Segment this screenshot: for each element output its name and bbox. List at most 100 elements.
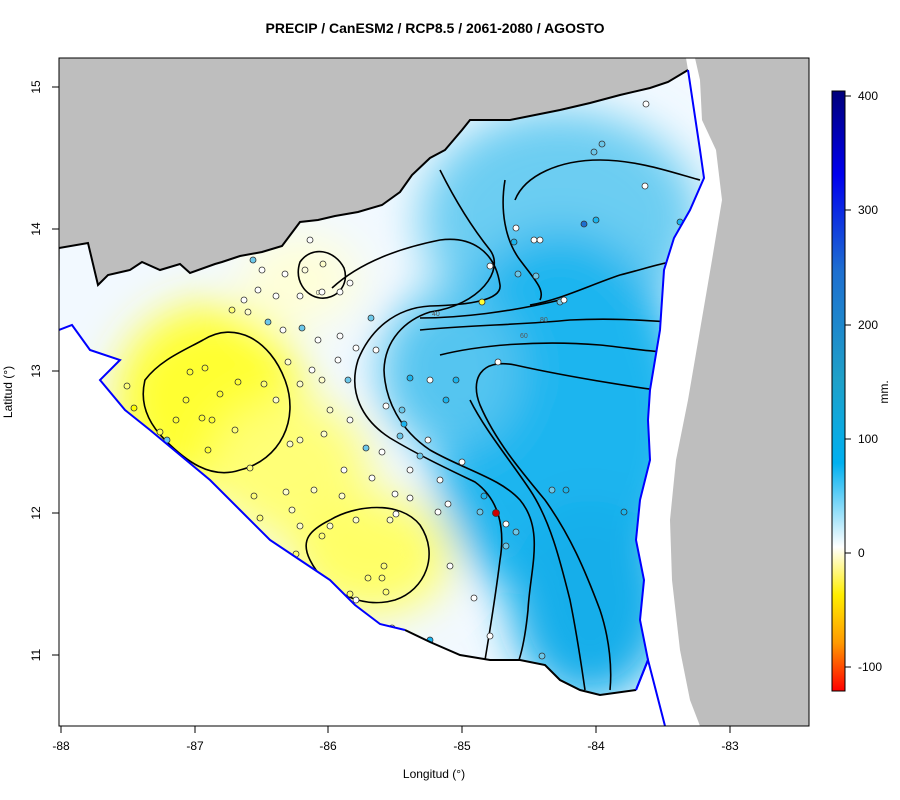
station-point: [532, 272, 540, 280]
station-point: [478, 298, 486, 306]
contour-zero-south: [305, 506, 430, 604]
station-point: [318, 376, 326, 384]
x-tick-label: -86: [319, 739, 337, 753]
station-point: [480, 492, 488, 500]
contour-40: [383, 169, 536, 671]
station-point: [336, 332, 344, 340]
caribbean-sea: [636, 58, 722, 726]
x-tick-label: -83: [721, 739, 739, 753]
station-point: [592, 216, 600, 224]
station-point: [510, 238, 518, 246]
contour-60b: [529, 261, 671, 306]
station-point: [334, 356, 342, 364]
contour-20: [331, 238, 503, 661]
contour-zero-highlands: [297, 250, 347, 299]
station-point: [362, 444, 370, 452]
station-point: [172, 416, 180, 424]
station-point: [319, 260, 327, 268]
station-point: [470, 594, 478, 602]
station-point: [426, 376, 434, 384]
station-point: [318, 288, 326, 296]
station-point: [392, 510, 400, 518]
station-point: [530, 236, 538, 244]
station-point: [228, 306, 236, 314]
station-point: [590, 148, 598, 156]
contour-80-inner: [439, 342, 671, 356]
contour-label-40: 40: [432, 311, 440, 318]
coastline: [634, 69, 706, 691]
station-point: [130, 404, 138, 412]
station-point: [367, 314, 375, 322]
station-point: [458, 458, 466, 466]
station-point: [231, 426, 239, 434]
station-point: [380, 562, 388, 570]
station-point: [344, 376, 352, 384]
contour-east-b: [502, 179, 542, 301]
station-point: [391, 490, 399, 498]
station-point: [208, 416, 216, 424]
station-point: [308, 366, 316, 374]
contour-east-a: [469, 399, 586, 691]
map-title: PRECIP / CanESM2 / RCP8.5 / 2061-2080 / …: [265, 20, 605, 36]
x-tick-label: -87: [186, 739, 204, 753]
station-point: [281, 270, 289, 278]
station-point: [156, 428, 164, 436]
station-point: [216, 390, 224, 398]
station-point: [296, 522, 304, 530]
station-point: [204, 446, 212, 454]
contour-zero-northwest: [142, 331, 291, 474]
x-tick-label: -88: [52, 739, 70, 753]
station-point: [396, 432, 404, 440]
station-point: [536, 236, 544, 244]
y-tick-label: 13: [29, 364, 43, 378]
colorbar-ticks: [845, 95, 851, 668]
station-point: [201, 364, 209, 372]
station-point: [258, 266, 266, 274]
station-point: [256, 514, 264, 522]
station-point: [620, 508, 628, 516]
station-point: [486, 262, 494, 270]
coastline-pacific: [59, 323, 406, 631]
x-tick-label: -84: [587, 739, 605, 753]
y-axis-title: Latitud (°): [1, 366, 15, 418]
station-point: [424, 436, 432, 444]
station-point: [560, 296, 568, 304]
y-tick-label: 14: [29, 222, 43, 236]
station-point: [282, 488, 290, 496]
station-point: [296, 380, 304, 388]
station-point: [494, 358, 502, 366]
station-point: [286, 440, 294, 448]
station-point: [310, 486, 318, 494]
station-point: [244, 308, 252, 316]
country-border: [59, 69, 689, 287]
station-point: [314, 336, 322, 344]
station-point: [272, 292, 280, 300]
contour-label-60: 60: [520, 333, 528, 340]
station-point: [346, 416, 354, 424]
station-point: [502, 542, 510, 550]
station-point: [346, 590, 354, 598]
station-point: [642, 100, 650, 108]
station-point: [512, 528, 520, 536]
station-point: [338, 492, 346, 500]
coastline-east-extension: [635, 656, 666, 726]
y-tick-label: 12: [29, 506, 43, 520]
station-point: [382, 402, 390, 410]
station-point: [123, 382, 131, 390]
station-point: [386, 516, 394, 524]
station-point: [326, 522, 334, 530]
contour-60c: [419, 299, 561, 319]
station-point: [382, 588, 390, 596]
x-tick-label: -85: [453, 739, 471, 753]
plot-frame: [58, 57, 810, 727]
pacific-ocean: [59, 325, 665, 726]
station-point: [279, 326, 287, 334]
station-point: [240, 296, 248, 304]
station-point: [296, 436, 304, 444]
contour-60: [514, 159, 701, 201]
station-point: [486, 632, 494, 640]
station-point: [434, 508, 442, 516]
station-point: [198, 414, 206, 422]
station-point: [288, 506, 296, 514]
